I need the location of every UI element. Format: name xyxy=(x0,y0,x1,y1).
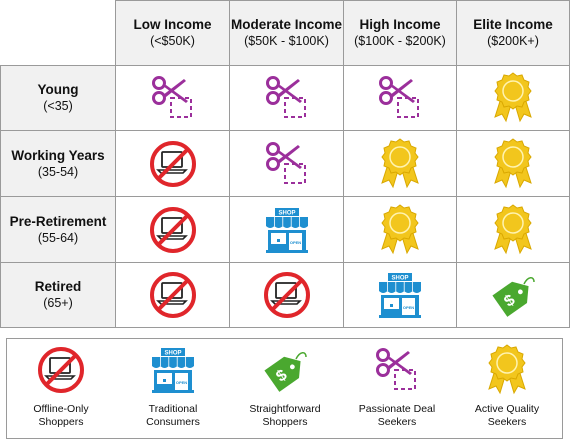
legend-label-line2: Seekers xyxy=(377,416,417,428)
no-laptop-icon xyxy=(149,272,196,318)
column-title: High Income xyxy=(359,17,441,32)
segment-cell xyxy=(343,65,457,131)
legend-label-line1: Offline-Only xyxy=(33,403,89,415)
ribbon-icon xyxy=(488,344,526,394)
legend-item-offline-only: Offline-Only Shoppers xyxy=(9,339,113,440)
column-title: Elite Income xyxy=(473,17,553,32)
column-title: Moderate Income xyxy=(230,17,343,32)
segment-cell: SHOP OPEN xyxy=(343,262,457,328)
ribbon-icon xyxy=(494,203,532,254)
legend-label: Straightforward Shoppers xyxy=(233,403,337,429)
segment-cell xyxy=(456,262,570,328)
legend-label-line2: Shoppers xyxy=(262,416,308,428)
segment-cell xyxy=(229,130,344,197)
ribbon-icon xyxy=(381,137,419,188)
legend-label-line2: Shoppers xyxy=(38,416,84,428)
row-range: (65+) xyxy=(43,296,73,310)
column-title: Low Income xyxy=(133,17,212,32)
legend-item-passionate-deal: Passionate Deal Seekers xyxy=(345,339,449,440)
legend: Offline-Only Shoppers SHOP OPEN Tradition… xyxy=(6,338,563,439)
legend-item-straightforward: Straightforward Shoppers xyxy=(233,339,337,440)
legend-label: Offline-Only Shoppers xyxy=(9,403,113,429)
column-header-moderate-income: Moderate Income ($50K - $100K) xyxy=(229,0,344,66)
legend-item-active-quality: Active Quality Seekers xyxy=(455,339,559,440)
segment-cell xyxy=(115,196,230,263)
segment-cell xyxy=(456,130,570,197)
column-header-elite-income: Elite Income ($200K+) xyxy=(456,0,570,66)
row-header-pre-retirement: Pre-Retirement (55-64) xyxy=(0,196,116,263)
ribbon-icon xyxy=(494,72,532,122)
segment-cell xyxy=(229,262,344,328)
row-title: Retired xyxy=(34,279,82,294)
row-title: Pre-Retirement xyxy=(9,213,107,229)
scissors-icon xyxy=(151,76,192,119)
row-header-young: Young (<35) xyxy=(0,65,116,131)
legend-label-line2: Seekers xyxy=(487,416,527,428)
legend-label-line1: Passionate Deal xyxy=(358,403,436,415)
no-laptop-icon xyxy=(149,140,196,187)
shop-sign-text: SHOP xyxy=(164,351,181,357)
column-range: ($50K - $100K) xyxy=(244,34,329,48)
column-header-high-income: High Income ($100K - $200K) xyxy=(343,0,457,66)
shop-door-text: OPEN xyxy=(176,380,187,385)
legend-label: Traditional Consumers xyxy=(121,403,225,429)
row-title: Young xyxy=(37,82,79,97)
column-range: ($100K - $200K) xyxy=(354,34,446,48)
row-range: (55-64) xyxy=(37,230,79,245)
segment-cell xyxy=(343,196,457,263)
shop-icon: SHOP OPEN xyxy=(151,347,195,394)
scissors-icon xyxy=(379,76,420,119)
legend-label-line2: Consumers xyxy=(146,416,200,428)
no-laptop-icon xyxy=(149,206,196,253)
scissors-icon xyxy=(265,141,306,184)
segment-cell xyxy=(343,130,457,197)
column-range: (<$50K) xyxy=(150,34,195,48)
segment-cell: SHOP OPEN xyxy=(229,196,344,263)
legend-label: Active Quality Seekers xyxy=(455,403,559,429)
segment-matrix: Low Income (<$50K) Moderate Income ($50K… xyxy=(0,0,570,328)
segment-cell xyxy=(115,130,230,197)
segment-cell xyxy=(115,65,230,131)
shop-icon: SHOP OPEN xyxy=(378,272,422,319)
legend-label: Passionate Deal Seekers xyxy=(345,403,449,429)
segment-cell xyxy=(456,196,570,263)
legend-label-line1: Straightforward xyxy=(249,403,321,415)
scissors-icon xyxy=(265,76,306,119)
row-header-retired: Retired (65+) xyxy=(0,262,116,328)
no-laptop-icon xyxy=(263,272,310,318)
segment-cell xyxy=(115,262,230,328)
row-range: (<35) xyxy=(43,99,73,113)
shop-door-text: OPEN xyxy=(289,240,300,245)
legend-label-line1: Traditional xyxy=(148,403,198,415)
segment-cell xyxy=(456,65,570,131)
matrix-corner xyxy=(0,0,116,66)
segment-cell xyxy=(229,65,344,131)
shop-door-text: OPEN xyxy=(403,305,414,310)
row-title: Working Years xyxy=(11,147,105,163)
shop-sign-text: SHOP xyxy=(278,210,295,216)
column-header-low-income: Low Income (<$50K) xyxy=(115,0,230,66)
ribbon-icon xyxy=(381,203,419,254)
legend-item-traditional: SHOP OPEN Traditional Consumers xyxy=(121,339,225,440)
no-laptop-icon xyxy=(38,347,84,393)
shop-icon: SHOP OPEN xyxy=(265,207,308,253)
price-tag-icon xyxy=(491,274,537,318)
ribbon-icon xyxy=(494,137,532,188)
column-range: ($200K+) xyxy=(487,34,539,48)
legend-label-line1: Active Quality xyxy=(474,403,540,415)
row-header-working-years: Working Years (35-54) xyxy=(0,130,116,197)
scissors-icon xyxy=(376,348,417,391)
shop-sign-text: SHOP xyxy=(391,276,408,282)
row-range: (35-54) xyxy=(37,164,79,179)
price-tag-icon xyxy=(263,349,309,393)
